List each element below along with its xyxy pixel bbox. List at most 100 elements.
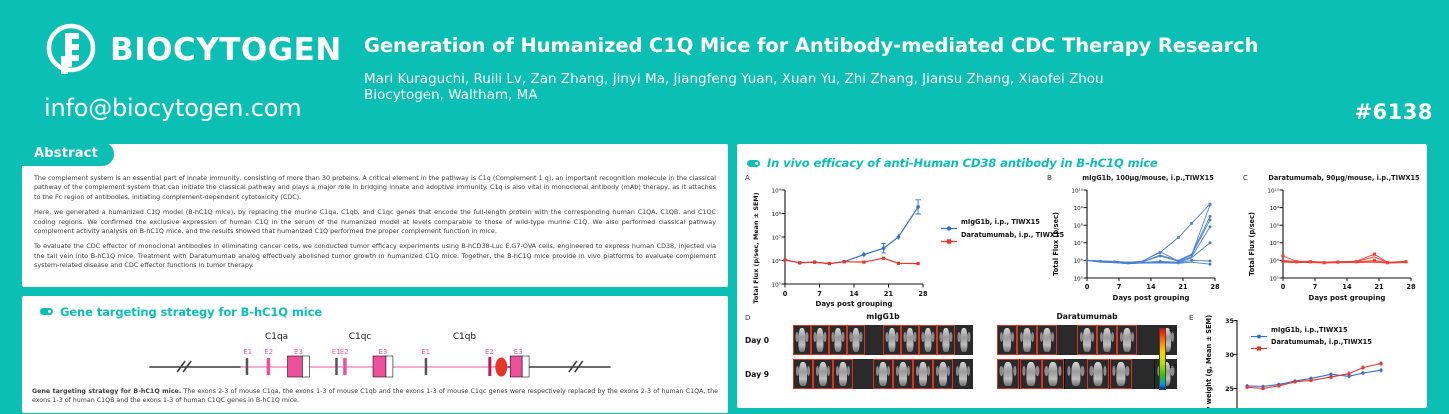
legend-marker-square-icon <box>1251 339 1267 351</box>
mouse-image <box>933 359 953 389</box>
mouse-image <box>873 359 893 389</box>
pill-bullet-icon <box>40 308 53 316</box>
svg-text:25: 25 <box>1225 385 1234 393</box>
svg-text:14: 14 <box>1146 283 1156 291</box>
legend-item-e-migg1b: mIgG1b, i.p.,TIWX15 <box>1251 326 1372 338</box>
svg-text:21: 21 <box>884 290 894 298</box>
chart-e-ylabel: Body weight (g, Mean ± SEM) <box>1205 315 1213 408</box>
colorbar-gradient <box>1159 328 1166 390</box>
mouse-image <box>1097 325 1117 355</box>
svg-text:7: 7 <box>817 290 822 298</box>
svg-text:21: 21 <box>1374 283 1384 291</box>
legend-label-e-daratumumab: Daratumumab, i.p.,TIWX15 <box>1271 338 1372 346</box>
abstract-tab-label: Abstract <box>20 142 115 166</box>
mouse-image <box>793 359 813 389</box>
panel-a-letter: A <box>745 174 750 182</box>
colorbar-label-top: 2.0 <box>1169 327 1178 333</box>
svg-text:14: 14 <box>849 290 859 298</box>
imaging-and-weight-row: D mIgG1b Daratumumab Day 0 <box>745 312 1419 408</box>
mouse-image <box>913 359 933 389</box>
svg-text:10⁹: 10⁹ <box>1074 205 1084 212</box>
svg-text:10⁵: 10⁵ <box>1270 275 1279 282</box>
panel-d-letter: D <box>745 314 751 322</box>
mouse-image <box>1132 359 1155 389</box>
svg-text:7: 7 <box>1313 283 1318 291</box>
chart-a-xlabel: Days post grouping <box>816 300 893 308</box>
chart-a-legend: mIgG1b, i.p., TIWX15 Daratumumab, i.p., … <box>941 218 1064 244</box>
mouse-image <box>1109 359 1132 389</box>
svg-text:10⁹: 10⁹ <box>772 188 782 195</box>
chart-c-ylabel: Total Flux (p/sec) <box>1248 212 1256 276</box>
svg-text:10⁸: 10⁸ <box>1074 223 1084 230</box>
legend-label-e-migg1b: mIgG1b, i.p.,TIWX15 <box>1271 326 1348 334</box>
panel-e-letter: E <box>1189 314 1194 322</box>
page-title: Generation of Humanized C1Q Mice for Ant… <box>364 34 1259 57</box>
chart-c-svg: Total Flux (p/sec) 10⁵ 10⁶ 10⁷ 10⁸ 10⁹ 10¹⁰ <box>1248 187 1416 302</box>
abstract-paragraph-2: Here, we generated a humanized C1Q model… <box>34 208 716 236</box>
gene-caption-bold: Gene targeting strategy for B-hC1Q mice. <box>32 387 182 395</box>
svg-text:C1qb: C1qb <box>453 332 477 342</box>
svg-text:10⁷: 10⁷ <box>1270 240 1279 247</box>
chart-c-title: Daratumumab, 90µg/mouse, i.p.,TIWX15 <box>1268 174 1420 182</box>
svg-text:7: 7 <box>1117 283 1122 291</box>
poster-header: BIOCYTOGEN info@biocytogen.com Generatio… <box>0 0 1449 138</box>
affiliation: Biocytogen, Waltham, MA <box>364 87 538 103</box>
svg-text:10⁵: 10⁵ <box>1074 275 1083 282</box>
svg-text:28: 28 <box>1210 283 1220 291</box>
svg-text:10¹⁰: 10¹⁰ <box>1267 187 1279 194</box>
svg-text:10⁶: 10⁶ <box>772 258 782 265</box>
imaging-row-label-day9: Day 9 <box>745 369 770 379</box>
abstract-paragraph-1: The complement system is an essential pa… <box>34 174 716 201</box>
svg-text:E3: E3 <box>514 348 523 356</box>
gene-caption-rest: The exons 2-3 of mouse C1qa, the exons 1… <box>32 387 718 404</box>
mouse-image <box>1057 325 1077 355</box>
svg-text:10⁸: 10⁸ <box>772 211 782 218</box>
imaging-row-day9: Day 9 <box>745 359 1189 389</box>
chart-a-svg: Total Flux (p/sec, Mean ± SEM) 10⁵ 10⁶ 1… <box>752 188 928 309</box>
mouse-image <box>997 325 1017 355</box>
svg-text:10⁷: 10⁷ <box>772 235 781 242</box>
mouse-image <box>1019 359 1042 389</box>
panel-c-letter: C <box>1243 174 1248 182</box>
svg-text:10⁵: 10⁵ <box>772 282 781 289</box>
mouse-image <box>865 325 883 355</box>
svg-text:E3: E3 <box>379 348 388 356</box>
luminescence-colorbar: 2.0 1.5 <box>1159 327 1193 390</box>
panel-b-letter: B <box>1047 174 1052 182</box>
mouse-image <box>883 325 901 355</box>
chart-a-ylabel: Total Flux (p/sec, Mean ± SEM) <box>752 192 760 303</box>
abstract-paragraph-3: To evaluate the CDC effector of monoclon… <box>34 242 716 270</box>
svg-text:0: 0 <box>1281 283 1286 291</box>
svg-text:E2: E2 <box>264 348 273 356</box>
svg-text:0: 0 <box>1085 283 1090 291</box>
svg-text:21: 21 <box>1178 283 1188 291</box>
gene-section-title: Gene targeting strategy for B-hC1Q mice <box>60 304 323 319</box>
mouse-strip-day0-migg1b <box>793 325 973 355</box>
gene-targeting-diagram: C1qa E1 E2 E3 C1qc E1 E2 E3 <box>32 327 718 385</box>
mouse-image <box>1077 325 1097 355</box>
svg-text:30: 30 <box>1225 351 1234 359</box>
mouse-image <box>833 359 853 389</box>
right-column: In vivo efficacy of anti-Human CD38 anti… <box>735 142 1429 410</box>
imaging-row-label-day0: Day 0 <box>745 335 770 345</box>
svg-text:10⁹: 10⁹ <box>1270 205 1280 212</box>
svg-text:E1: E1 <box>421 348 430 356</box>
svg-text:10⁷: 10⁷ <box>1074 240 1083 247</box>
chart-panel-b: B mIgG1b, 100µg/mouse, i.p.,TIWX15 Total… <box>1047 174 1239 308</box>
mouse-image <box>793 325 811 355</box>
svg-text:10⁸: 10⁸ <box>1270 223 1280 230</box>
chart-panel-c: C Daratumumab, 90µg/mouse, i.p.,TIWX15 T… <box>1243 174 1427 308</box>
chart-b-xlabel: Days post grouping <box>1113 294 1190 302</box>
imaging-col-title-daratumumab: Daratumumab <box>1056 312 1118 321</box>
poster-number-badge: #6138 <box>1354 100 1433 124</box>
legend-item-e-daratumumab: Daratumumab, i.p.,TIWX15 <box>1251 338 1372 351</box>
brand-block: BIOCYTOGEN info@biocytogen.com <box>44 22 344 122</box>
contact-email[interactable]: info@biocytogen.com <box>44 94 302 122</box>
pill-bullet-icon <box>747 159 760 167</box>
svg-text:E1: E1 <box>332 348 341 356</box>
left-column: Abstract The complement system is an ess… <box>20 142 730 414</box>
mouse-image <box>919 325 937 355</box>
mouse-image <box>1037 325 1057 355</box>
invivo-section-header: In vivo efficacy of anti-Human CD38 anti… <box>745 150 1419 172</box>
chart-c-xlabel: Days post grouping <box>1309 294 1386 302</box>
